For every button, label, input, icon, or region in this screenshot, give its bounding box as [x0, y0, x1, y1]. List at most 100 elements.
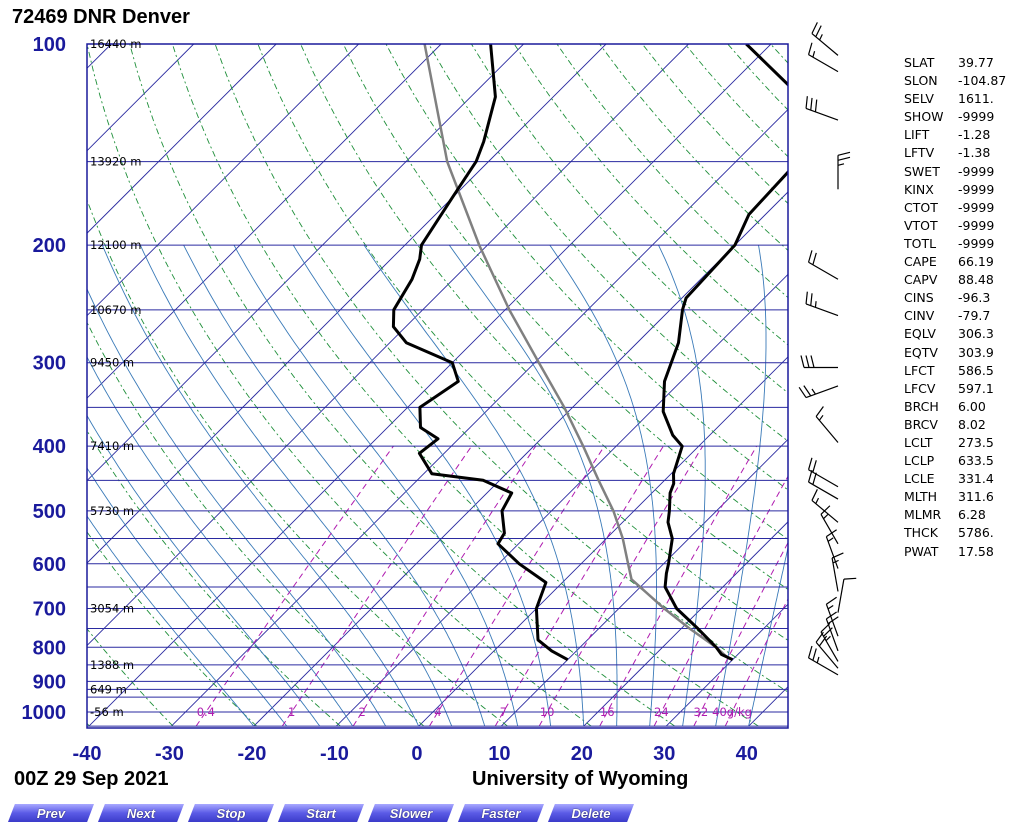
moist-adiabat-line — [87, 356, 354, 727]
moist-adiabat-line — [183, 244, 486, 727]
index-value: -9999 — [958, 181, 995, 197]
index-value: -79.7 — [958, 308, 991, 324]
mixing-ratio-label: 32 — [694, 705, 709, 719]
dry-adiabat-line — [87, 198, 508, 727]
index-value: 273.5 — [958, 434, 994, 450]
moist-adiabat-line — [87, 515, 255, 727]
isotherm-line — [665, 603, 788, 727]
index-value: 331.4 — [958, 471, 994, 487]
wind-barb-flag — [807, 42, 813, 55]
moist-adiabat-line — [233, 244, 519, 727]
wind-barb-flag — [807, 470, 813, 483]
index-row: LCLT 273.5 — [904, 434, 1006, 452]
isotherm-line — [253, 191, 788, 727]
delete-button[interactable]: Delete — [548, 804, 634, 822]
faster-button[interactable]: Faster — [458, 804, 544, 822]
index-row: EQTV 303.9 — [904, 344, 1006, 362]
index-row: LIFT -1.28 — [904, 126, 1006, 144]
wind-barb-flag — [811, 22, 818, 34]
isotherm-line — [87, 44, 607, 564]
stop-button[interactable]: Stop — [188, 804, 274, 822]
isotherm-line — [87, 44, 689, 647]
index-row: MLTH 311.6 — [904, 488, 1006, 506]
index-value: -9999 — [958, 235, 995, 251]
mixing-ratio-line — [693, 541, 788, 727]
index-row: CTOT -9999 — [904, 199, 1006, 217]
index-key: EQTV — [904, 344, 938, 360]
index-row: THCK 5786. — [904, 524, 1006, 542]
index-key: CINS — [904, 290, 934, 306]
wind-barb-staff — [811, 33, 839, 56]
wind-barb-flag — [807, 250, 813, 263]
mixing-ratio-line — [281, 445, 473, 727]
index-row: SELV 1611. — [904, 90, 1006, 108]
height-label: 13920 m — [90, 155, 141, 169]
wind-barb-half-flag — [832, 559, 839, 564]
next-button[interactable]: Next — [98, 804, 184, 822]
wind-barb-staff — [825, 618, 839, 652]
dry-adiabat-line — [300, 44, 788, 591]
pressure-tick-label: 200 — [33, 235, 66, 257]
index-key: PWAT — [904, 543, 939, 559]
index-row: PWAT 17.58 — [904, 543, 1006, 561]
pressure-tick-label: 100 — [33, 34, 66, 56]
sounding-time: 00Z 29 Sep 2021 — [14, 768, 169, 790]
index-key: CAPE — [904, 254, 937, 270]
wind-barb-staff — [820, 631, 839, 662]
index-row: BRCV 8.02 — [904, 416, 1006, 434]
wind-barb-half-flag — [812, 51, 816, 58]
wind-barb-half-flag — [814, 301, 817, 308]
temperature-tick-label: 30 — [653, 743, 675, 765]
temperature-tick-label: -10 — [320, 743, 349, 765]
index-value: 39.77 — [958, 55, 994, 70]
mixing-ratio-label: 40g/kg — [712, 705, 752, 719]
wind-barb — [798, 385, 839, 399]
mixing-ratio-line — [538, 445, 704, 727]
start-button[interactable]: Start — [278, 804, 364, 822]
wind-barb-flag — [805, 291, 808, 305]
wind-barb — [800, 355, 838, 369]
index-row: LCLP 633.5 — [904, 452, 1006, 470]
wind-barb-half-flag — [837, 163, 845, 166]
wind-barb-staff — [805, 303, 839, 317]
slower-button[interactable]: Slower — [368, 804, 454, 822]
height-label: 1388 m — [90, 658, 134, 672]
wind-barb — [805, 96, 839, 121]
wind-barb-staff — [808, 54, 839, 73]
mixing-ratio-label: 10 — [540, 705, 555, 719]
index-key: TOTL — [904, 235, 937, 251]
mixing-ratio-line — [724, 598, 788, 727]
temperature-tick-label: -40 — [73, 743, 102, 765]
wind-barb — [825, 529, 839, 569]
index-row: LCLE 331.4 — [904, 470, 1006, 488]
index-key: LFCV — [904, 380, 936, 396]
height-label: 16440 m — [90, 37, 141, 51]
mixing-ratio-label: 4 — [434, 705, 441, 719]
mixing-ratio-line — [352, 445, 537, 727]
isotherm-line — [88, 44, 772, 727]
index-row: CAPV 88.48 — [904, 271, 1006, 289]
index-value: 306.3 — [958, 326, 994, 342]
pressure-tick-label: 600 — [33, 554, 66, 576]
index-key: EQLV — [904, 326, 936, 342]
moist-adiabat-line — [87, 414, 321, 727]
page-title: 72469 DNR Denver — [12, 6, 190, 28]
index-key: VTOT — [904, 217, 938, 233]
moist-adiabat-line — [363, 244, 585, 727]
index-value: 633.5 — [958, 453, 994, 469]
wind-barb-staff — [808, 481, 839, 500]
prev-button[interactable]: Prev — [8, 804, 94, 822]
index-value: 17.58 — [958, 543, 994, 559]
wind-barb-flag — [803, 385, 812, 397]
moist-adiabat-line — [715, 245, 767, 727]
mixing-ratio-label: 0.4 — [197, 705, 215, 719]
dewpoint-profile-line — [391, 44, 569, 662]
isotherm-line — [87, 44, 359, 317]
index-row: LFCT 586.5 — [904, 362, 1006, 380]
wind-barb-half-flag — [816, 656, 820, 664]
wind-barb-half-flag — [819, 34, 823, 41]
wind-barb-half-flag — [827, 537, 834, 542]
index-value: -1.38 — [958, 145, 991, 161]
stability-indices: SLAT 39.77 SLON -104.87 SELV 1611. SHOW -9999 LI… — [904, 54, 1006, 561]
index-value: -104.87 — [958, 73, 1007, 89]
